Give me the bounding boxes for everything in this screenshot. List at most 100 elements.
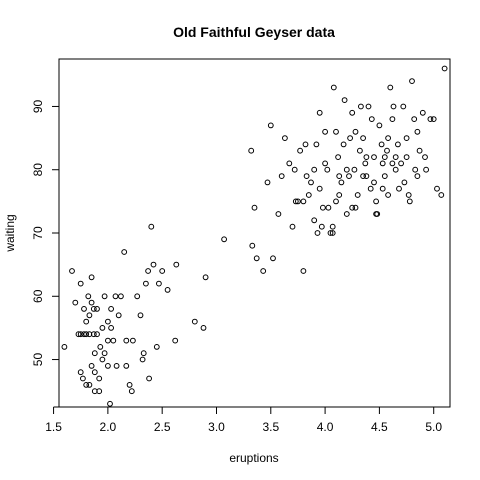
data-point [108, 325, 114, 331]
data-point [325, 204, 332, 211]
data-point [270, 255, 276, 262]
data-point [112, 293, 119, 300]
data-point [97, 344, 104, 350]
data-point [360, 135, 367, 142]
data-point [358, 103, 364, 110]
data-point [438, 192, 445, 198]
data-point [253, 255, 260, 262]
data-point [108, 306, 114, 312]
data-point [267, 122, 274, 129]
data-point [341, 97, 348, 103]
data-point [278, 173, 285, 180]
data-point [83, 382, 90, 388]
y-tick-label: 70 [31, 226, 45, 240]
data-point [346, 173, 352, 180]
data-point [91, 350, 98, 357]
data-point [191, 318, 198, 325]
data-point [385, 135, 392, 142]
data-point [401, 179, 408, 186]
data-point [159, 268, 166, 274]
data-point [139, 356, 146, 363]
data-point [77, 369, 84, 376]
data-point [419, 109, 426, 116]
data-point [297, 147, 304, 154]
y-tick-label: 60 [31, 289, 45, 303]
data-point [363, 154, 370, 161]
data-point [329, 223, 336, 230]
data-point [316, 185, 323, 192]
data-point [251, 204, 258, 211]
data-point [264, 179, 271, 186]
data-point [405, 192, 412, 198]
data-point [300, 268, 307, 274]
data-point [164, 287, 171, 293]
data-point [69, 268, 75, 274]
data-point [81, 306, 87, 312]
data-point [300, 198, 307, 205]
data-point [113, 363, 120, 369]
data-point [91, 369, 98, 376]
data-point [72, 299, 79, 306]
data-point [289, 223, 296, 230]
points-layer [61, 65, 448, 407]
data-point [80, 375, 86, 382]
data-point [362, 160, 369, 167]
data-point [75, 331, 82, 338]
data-point [105, 363, 111, 369]
data-point [400, 103, 407, 110]
data-point [422, 154, 428, 161]
data-point [434, 185, 440, 192]
data-point [173, 261, 180, 268]
data-point [324, 166, 331, 173]
y-tick-label: 80 [31, 163, 45, 177]
data-point [336, 173, 343, 180]
data-point [105, 318, 111, 325]
data-point [363, 173, 370, 180]
data-point [385, 192, 392, 198]
data-point [320, 204, 326, 211]
plot-frame [58, 58, 451, 408]
data-point [398, 160, 405, 167]
data-point [96, 375, 103, 382]
data-point [150, 261, 157, 268]
data-point [105, 337, 111, 344]
data-point [88, 363, 95, 369]
data-point [384, 147, 390, 154]
data-point [376, 122, 383, 129]
data-point [411, 116, 418, 122]
data-point [292, 198, 299, 205]
data-point [381, 154, 388, 161]
data-point [134, 293, 141, 300]
data-point [85, 293, 92, 300]
data-point [406, 198, 413, 205]
data-point [314, 230, 321, 236]
data-point [378, 141, 385, 148]
data-point [360, 173, 367, 180]
data-point [340, 141, 347, 148]
data-point [343, 211, 350, 217]
data-point [316, 109, 323, 116]
data-point [148, 223, 155, 230]
data-point [349, 204, 356, 211]
data-point [343, 166, 350, 173]
data-point [86, 382, 93, 388]
data-point [107, 400, 113, 407]
data-point [200, 325, 207, 331]
data-point [371, 179, 377, 186]
data-point [77, 331, 84, 338]
data-point [96, 388, 103, 395]
data-point [61, 344, 68, 350]
data-point [99, 356, 106, 363]
data-point [137, 312, 144, 319]
data-point [379, 185, 386, 192]
data-point [156, 280, 162, 287]
data-point [94, 306, 100, 312]
data-point [373, 198, 380, 205]
data-point [128, 388, 135, 395]
chart-title: Old Faithful Geyser data [173, 24, 335, 40]
data-point [409, 78, 415, 84]
data-point [145, 268, 152, 274]
y-tick-label: 50 [31, 353, 45, 367]
data-point [322, 160, 329, 167]
data-point [412, 166, 419, 173]
